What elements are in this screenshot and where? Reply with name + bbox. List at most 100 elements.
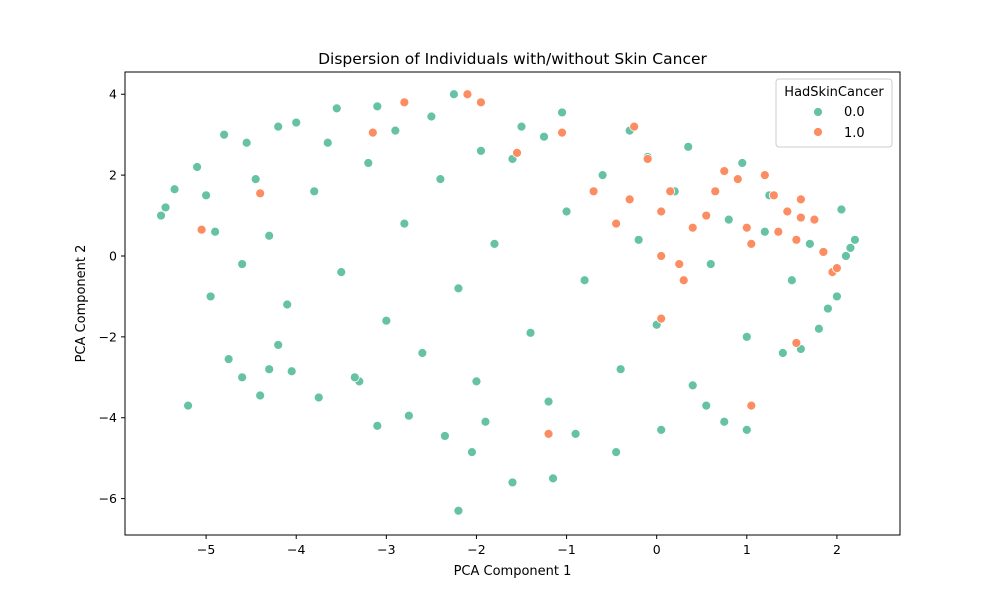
point-series-1-12 xyxy=(642,154,653,164)
point-series-0-37 xyxy=(737,158,748,168)
point-series-1-1 xyxy=(255,188,266,199)
legend-label-0.0: 0.0 xyxy=(844,105,865,120)
point-series-0-80 xyxy=(250,174,261,185)
point-series-0-35 xyxy=(683,141,694,152)
point-series-0-85 xyxy=(701,400,712,411)
point-series-1-23 xyxy=(759,170,770,181)
point-series-0-12 xyxy=(264,364,275,375)
point-series-0-8 xyxy=(223,354,234,365)
x-tick-label: 2 xyxy=(833,542,841,557)
point-series-0-7 xyxy=(219,129,230,140)
point-series-0-16 xyxy=(313,392,324,403)
point-series-0-86 xyxy=(570,429,581,439)
point-series-0-66 xyxy=(615,364,626,375)
point-series-1-33 xyxy=(656,251,667,261)
x-tick-label: 1 xyxy=(743,542,751,557)
point-series-1-29 xyxy=(809,214,820,225)
point-series-0-72 xyxy=(723,214,734,225)
point-series-0-45 xyxy=(845,242,856,253)
legend: HadSkinCancer 0.0 1.0 xyxy=(775,78,893,148)
point-series-0-9 xyxy=(237,372,248,383)
point-series-1-19 xyxy=(719,166,730,176)
legend-title: HadSkinCancer xyxy=(784,85,884,100)
point-series-1-26 xyxy=(782,206,793,217)
point-series-0-65 xyxy=(597,170,608,181)
point-series-0-31 xyxy=(557,107,567,118)
point-series-1-36 xyxy=(746,400,757,411)
point-series-0-73 xyxy=(741,331,752,342)
point-series-0-6 xyxy=(205,291,216,302)
point-series-0-46 xyxy=(850,234,860,245)
point-series-0-42 xyxy=(814,323,824,334)
point-series-1-4 xyxy=(462,89,473,100)
y-tick-label: 4 xyxy=(109,87,117,102)
point-series-0-56 xyxy=(435,174,446,185)
point-series-1-3 xyxy=(399,97,410,108)
point-series-0-77 xyxy=(823,303,833,314)
point-series-1-38 xyxy=(791,338,802,348)
x-tick-label: −2 xyxy=(467,542,485,557)
y-axis-label: PCA Component 2 xyxy=(74,245,89,363)
point-series-1-20 xyxy=(732,174,743,185)
x-tick-label: −5 xyxy=(197,542,215,557)
point-series-1-16 xyxy=(687,222,698,233)
points-layer xyxy=(156,89,860,516)
point-series-0-55 xyxy=(417,348,428,358)
point-series-1-9 xyxy=(588,186,599,197)
point-series-0-67 xyxy=(633,234,644,245)
point-series-0-53 xyxy=(381,315,392,326)
point-series-0-14 xyxy=(286,366,297,377)
point-series-0-44 xyxy=(841,251,851,261)
point-series-1-35 xyxy=(656,313,667,324)
point-series-1-39 xyxy=(795,212,806,223)
x-tick-label: −4 xyxy=(287,542,305,557)
point-series-1-37 xyxy=(543,429,554,439)
point-series-1-13 xyxy=(656,206,667,217)
point-series-0-49 xyxy=(282,299,293,310)
point-series-0-22 xyxy=(426,111,437,122)
point-series-1-14 xyxy=(665,186,676,197)
point-series-1-27 xyxy=(791,234,802,245)
point-series-0-32 xyxy=(611,447,622,458)
legend-box xyxy=(775,78,893,148)
plot-frame xyxy=(124,71,901,536)
legend-marker-0.0 xyxy=(813,107,823,117)
point-series-0-70 xyxy=(687,380,698,391)
point-series-1-32 xyxy=(832,263,842,274)
point-series-0-81 xyxy=(322,137,333,148)
point-series-1-10 xyxy=(611,218,622,229)
point-series-0-20 xyxy=(372,101,383,112)
point-series-1-21 xyxy=(741,222,752,233)
point-series-0-82 xyxy=(390,125,401,136)
point-series-0-62 xyxy=(543,396,554,407)
point-series-1-28 xyxy=(795,194,806,205)
point-series-1-0 xyxy=(196,224,207,235)
point-series-0-79 xyxy=(210,226,221,237)
point-series-0-43 xyxy=(832,291,842,302)
point-series-0-74 xyxy=(759,226,770,237)
point-series-0-5 xyxy=(201,190,212,201)
y-tick-label: −4 xyxy=(99,410,117,425)
point-series-0-38 xyxy=(741,424,752,435)
point-series-0-87 xyxy=(480,416,491,427)
x-tick-label: 0 xyxy=(653,542,661,557)
point-series-0-64 xyxy=(579,275,590,286)
point-series-0-34 xyxy=(656,424,667,435)
point-series-0-59 xyxy=(489,238,500,249)
x-tick-label: −3 xyxy=(377,542,395,557)
point-series-0-1 xyxy=(160,202,171,213)
point-series-0-57 xyxy=(453,283,464,294)
point-series-0-27 xyxy=(476,145,486,156)
point-series-0-71 xyxy=(705,259,716,269)
point-series-0-48 xyxy=(264,230,275,241)
point-series-0-24 xyxy=(453,505,464,516)
legend-marker-1.0 xyxy=(813,127,823,137)
point-series-0-21 xyxy=(403,410,414,421)
point-series-0-52 xyxy=(363,158,374,168)
point-series-0-88 xyxy=(349,372,360,383)
point-series-0-58 xyxy=(471,376,482,387)
point-series-0-28 xyxy=(507,477,518,488)
x-axis-ticks: −5 −4 −3 −2 −1 0 1 2 xyxy=(197,535,841,557)
point-series-0-11 xyxy=(255,390,266,401)
